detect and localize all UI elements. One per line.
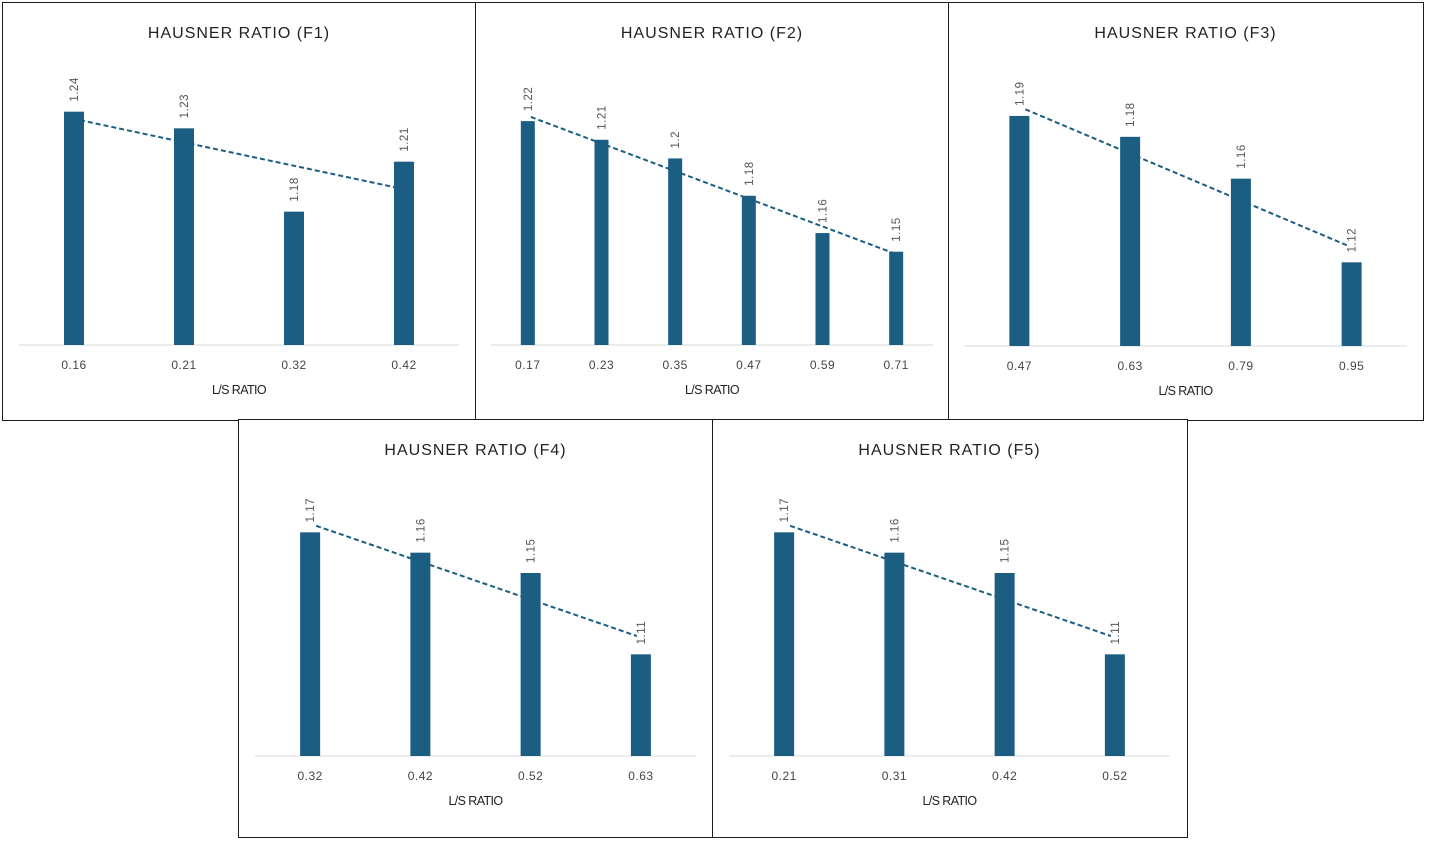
chart-panel-f4: HAUSNER RATIO (F4) 0.32 1.17 0.42 1.16 0.52 1.… bbox=[238, 419, 713, 838]
x-tick-label: 0.95 bbox=[1339, 359, 1364, 373]
bar bbox=[741, 195, 756, 345]
bar bbox=[520, 121, 535, 345]
x-tick-label: 0.17 bbox=[515, 358, 540, 372]
bar bbox=[994, 573, 1015, 756]
data-label: 1.15 bbox=[1000, 539, 1012, 563]
x-tick-label: 0.32 bbox=[281, 358, 306, 372]
x-tick-label: 0.47 bbox=[736, 358, 761, 372]
x-tick-label: 0.32 bbox=[297, 769, 322, 783]
trendline bbox=[1024, 108, 1349, 247]
bar bbox=[394, 161, 414, 345]
data-label: 1.16 bbox=[415, 518, 427, 542]
chart-f3: HAUSNER RATIO (F3) 0.47 1.19 0.63 1.18 0.79 1.… bbox=[964, 25, 1407, 398]
bar bbox=[520, 573, 541, 756]
x-tick-label: 0.63 bbox=[1117, 359, 1142, 373]
bar bbox=[774, 532, 795, 756]
chart-panel-f3: HAUSNER RATIO (F3) 0.47 1.19 0.63 1.18 0.79 1.… bbox=[948, 2, 1424, 421]
chart-title: HAUSNER RATIO (F1) bbox=[148, 25, 330, 42]
x-tick-label: 0.42 bbox=[992, 769, 1017, 783]
x-tick-label: 0.21 bbox=[171, 358, 196, 372]
trendline bbox=[315, 524, 638, 637]
bar bbox=[1341, 262, 1362, 346]
x-axis-title: L/S RATIO bbox=[685, 383, 740, 397]
data-label: 1.16 bbox=[1236, 144, 1248, 168]
bar bbox=[1230, 178, 1251, 346]
bar bbox=[410, 552, 431, 756]
x-axis-title: L/S RATIO bbox=[1158, 384, 1213, 398]
chart-f5: HAUSNER RATIO (F5) 0.21 1.17 0.31 1.16 0.42 1.… bbox=[729, 442, 1170, 808]
x-tick-label: 0.79 bbox=[1228, 359, 1253, 373]
data-label: 1.17 bbox=[305, 498, 317, 522]
chart-panel-f1: HAUSNER RATIO (F1) 0.16 1.24 0.21 1.23 0.32 1.… bbox=[2, 2, 476, 421]
data-label: 1.18 bbox=[1125, 102, 1137, 126]
data-label: 1.18 bbox=[289, 177, 301, 201]
x-tick-label: 0.42 bbox=[391, 358, 416, 372]
data-label: 1.11 bbox=[1110, 621, 1122, 645]
bar bbox=[815, 233, 830, 345]
chart-f2: HAUSNER RATIO (F2) 0.17 1.22 0.23 1.21 0.35 1.… bbox=[491, 25, 933, 397]
data-label: 1.15 bbox=[526, 539, 538, 563]
data-label: 1.2 bbox=[670, 131, 682, 149]
x-tick-label: 0.16 bbox=[61, 358, 86, 372]
x-tick-label: 0.59 bbox=[810, 358, 835, 372]
x-tick-label: 0.47 bbox=[1007, 359, 1032, 373]
bar bbox=[300, 532, 321, 756]
x-tick-label: 0.71 bbox=[883, 358, 908, 372]
bar bbox=[1120, 136, 1141, 346]
chart-title: HAUSNER RATIO (F3) bbox=[1094, 25, 1276, 42]
data-label: 1.18 bbox=[744, 161, 756, 185]
data-label: 1.16 bbox=[818, 199, 830, 223]
chart-f4: HAUSNER RATIO (F4) 0.32 1.17 0.42 1.16 0.52 1.… bbox=[255, 442, 696, 808]
data-label: 1.23 bbox=[179, 94, 191, 118]
data-label: 1.19 bbox=[1014, 82, 1026, 106]
bar bbox=[174, 128, 194, 345]
bar bbox=[594, 139, 609, 345]
x-axis-title: L/S RATIO bbox=[922, 794, 977, 808]
data-label: 1.11 bbox=[636, 621, 648, 645]
data-label: 1.24 bbox=[69, 77, 81, 101]
bar bbox=[1104, 654, 1125, 756]
chart-panel-f2: HAUSNER RATIO (F2) 0.17 1.22 0.23 1.21 0.35 1.… bbox=[475, 2, 949, 421]
x-axis-title: L/S RATIO bbox=[212, 383, 267, 397]
bar bbox=[884, 552, 905, 756]
bar bbox=[889, 251, 904, 345]
x-tick-label: 0.35 bbox=[662, 358, 687, 372]
x-tick-label: 0.31 bbox=[882, 769, 907, 783]
x-tick-label: 0.52 bbox=[518, 769, 543, 783]
chart-title: HAUSNER RATIO (F4) bbox=[384, 442, 566, 459]
data-label: 1.15 bbox=[891, 217, 903, 241]
chart-title: HAUSNER RATIO (F5) bbox=[858, 442, 1040, 459]
x-axis-title: L/S RATIO bbox=[448, 794, 503, 808]
trendline bbox=[789, 524, 1112, 637]
data-label: 1.16 bbox=[889, 518, 901, 542]
data-label: 1.21 bbox=[597, 105, 609, 129]
trendline bbox=[530, 116, 893, 254]
chart-f1: HAUSNER RATIO (F1) 0.16 1.24 0.21 1.23 0.32 1.… bbox=[19, 25, 459, 397]
bar bbox=[1009, 115, 1030, 347]
x-tick-label: 0.52 bbox=[1102, 769, 1127, 783]
x-tick-label: 0.23 bbox=[589, 358, 614, 372]
bar bbox=[284, 211, 304, 345]
bar bbox=[64, 111, 84, 346]
data-label: 1.17 bbox=[779, 498, 791, 522]
bar bbox=[630, 654, 651, 756]
chart-title: HAUSNER RATIO (F2) bbox=[621, 25, 803, 42]
x-tick-label: 0.21 bbox=[771, 769, 796, 783]
chart-panel-f5: HAUSNER RATIO (F5) 0.21 1.17 0.31 1.16 0.42 1.… bbox=[712, 419, 1188, 838]
data-label: 1.22 bbox=[523, 87, 535, 111]
data-label: 1.12 bbox=[1347, 228, 1359, 252]
data-label: 1.21 bbox=[399, 127, 411, 151]
x-tick-label: 0.42 bbox=[408, 769, 433, 783]
x-tick-label: 0.63 bbox=[628, 769, 653, 783]
bar bbox=[668, 158, 683, 345]
trendline bbox=[79, 119, 401, 190]
